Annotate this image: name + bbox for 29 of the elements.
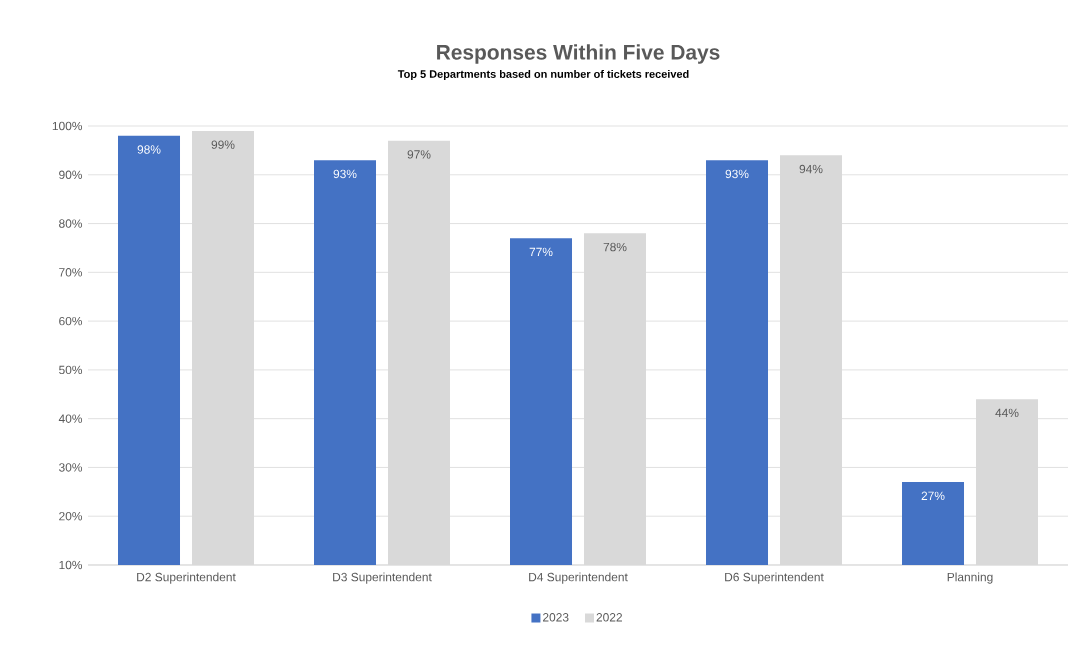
data-label: 78% bbox=[603, 242, 627, 252]
data-label: 27% bbox=[921, 491, 945, 501]
chart-title: Responses Within Five Days bbox=[437, 44, 720, 64]
x-tick-label: D4 Superintendent bbox=[529, 572, 628, 584]
x-tick-label: Planning bbox=[947, 572, 993, 584]
data-label: 94% bbox=[799, 164, 823, 174]
data-label: 44% bbox=[995, 408, 1019, 418]
y-tick-label: 20% bbox=[59, 511, 83, 521]
y-tick-label: 30% bbox=[59, 463, 83, 472]
x-tick-label: D6 Superintendent bbox=[725, 572, 824, 584]
y-tick-label: 60% bbox=[59, 316, 83, 326]
y-tick-label: 70% bbox=[59, 268, 83, 277]
data-label: 97% bbox=[407, 150, 431, 159]
x-tick-label: D2 Superintendent bbox=[137, 572, 236, 584]
x-tick-label: D3 Superintendent bbox=[333, 572, 432, 584]
y-tick-label: 80% bbox=[59, 219, 83, 228]
y-tick-label: 10% bbox=[59, 560, 83, 570]
data-label: 93% bbox=[725, 169, 749, 179]
legend-label: 2022 bbox=[596, 613, 622, 622]
y-tick-label: 100% bbox=[52, 121, 83, 131]
data-label: 77% bbox=[529, 247, 553, 257]
data-label: 99% bbox=[211, 140, 235, 149]
chart-subtitle: Top 5 Departments based on number of tickets received bbox=[397, 69, 689, 81]
y-tick-label: 90% bbox=[59, 170, 83, 180]
y-tick-label: 40% bbox=[58, 414, 83, 423]
y-tick-label: 50% bbox=[59, 365, 83, 375]
data-label: 98% bbox=[137, 145, 161, 154]
data-label: 93% bbox=[333, 169, 357, 179]
legend-label: 2023 bbox=[543, 613, 569, 622]
